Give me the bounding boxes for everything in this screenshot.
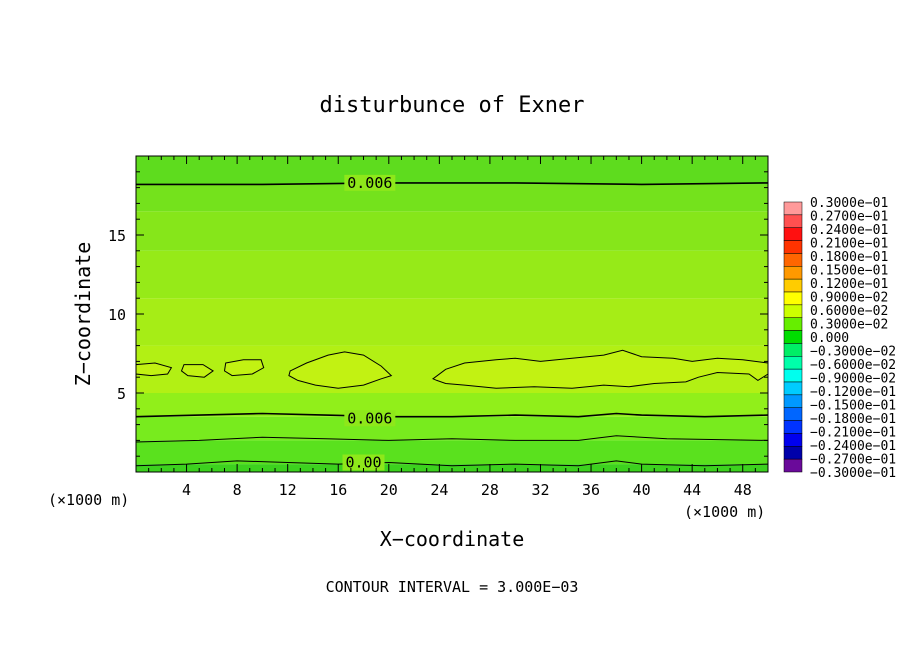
colorbar-swatch-19 xyxy=(783,446,803,460)
colorbar-swatch-2 xyxy=(783,227,803,241)
colorbar-label: −0.9000e−02 xyxy=(810,372,896,387)
core-fill-0 xyxy=(136,363,172,376)
colorbar-swatch-10 xyxy=(783,330,803,344)
core-fill-2 xyxy=(224,359,264,376)
x-tick-label: 32 xyxy=(531,481,549,499)
colorbar-swatch-9 xyxy=(783,317,803,331)
color-band-3 xyxy=(136,393,768,417)
contour-line-0 xyxy=(136,182,769,186)
colorbar-swatch-11 xyxy=(783,343,803,357)
x-tick-label: 44 xyxy=(683,481,701,499)
contour-lines xyxy=(135,182,769,467)
colorbar-swatch-8 xyxy=(783,304,803,318)
colorbar-label: 0.6000e−02 xyxy=(810,304,888,319)
x-tick-label: 12 xyxy=(279,481,297,499)
x-tick-label: 16 xyxy=(329,481,347,499)
colorbar-label: 0.2400e−01 xyxy=(810,223,888,238)
colorbar-swatch-6 xyxy=(783,278,803,293)
colorbar-swatch-17 xyxy=(783,420,803,434)
colorbar-label: 0.1800e−01 xyxy=(810,250,888,265)
colorbar-label: 0.3000e−02 xyxy=(810,318,888,333)
colorbar-label: −0.6000e−02 xyxy=(810,358,896,373)
colorbar-swatch-3 xyxy=(783,240,803,254)
colorbar-label: 0.9000e−02 xyxy=(810,291,888,306)
colorbar-label: 0.2700e−01 xyxy=(810,210,888,225)
colorbar-label: 0.2100e−01 xyxy=(810,237,888,252)
colorbar-label: −0.2100e−01 xyxy=(810,426,896,441)
core-fill-3 xyxy=(288,351,392,389)
closed-contour-1 xyxy=(180,364,214,378)
colorbar-label: −0.2400e−01 xyxy=(810,439,896,454)
color-band-9 xyxy=(136,156,768,185)
x-axis-label: X−coordinate xyxy=(380,527,525,551)
color-band-5 xyxy=(136,298,768,346)
closed-contour-2 xyxy=(223,359,265,377)
x-tick-label: 40 xyxy=(633,481,651,499)
colorbar-label: −0.3000e−02 xyxy=(810,345,896,360)
y-tick-label: 5 xyxy=(117,385,126,403)
x-tick-label: 48 xyxy=(734,481,752,499)
colorbar-label: 0.1200e−01 xyxy=(810,277,888,292)
y-tick-label: 15 xyxy=(108,227,126,245)
colorbar-label: 0.1500e−01 xyxy=(810,264,888,279)
x-tick-label: 8 xyxy=(233,481,242,499)
contour-line-1 xyxy=(135,412,769,418)
colorbar-label: 0.3000e−01 xyxy=(810,196,888,211)
colorbar-label: −0.2700e−01 xyxy=(810,453,896,468)
x-tick-label: 4 xyxy=(182,481,191,499)
colorbar: 0.3000e−010.2700e−010.2400e−010.2100e−01… xyxy=(783,196,896,481)
contour-label: 0.00 xyxy=(345,454,381,472)
color-band-1 xyxy=(136,440,768,465)
color-band-8 xyxy=(136,184,768,212)
colorbar-label: 0.000 xyxy=(810,331,849,346)
colorbar-label: −0.1800e−01 xyxy=(810,412,896,427)
colorbar-swatch-16 xyxy=(783,407,803,421)
core-fill-1 xyxy=(181,364,214,378)
y-unit-label: (×1000 m) xyxy=(48,491,129,509)
colorbar-label: −0.1200e−01 xyxy=(810,385,896,400)
closed-contour-3 xyxy=(288,351,393,389)
colorbar-swatch-1 xyxy=(783,214,803,228)
colorbar-swatch-14 xyxy=(783,381,803,396)
contour-label-bg-2 xyxy=(342,454,385,471)
contour-labels: 0.006 0.006 0.00 xyxy=(342,174,396,472)
contour-interval-text: CONTOUR INTERVAL = 3.000E−03 xyxy=(326,578,579,596)
contour-label: 0.006 xyxy=(347,174,392,192)
colorbar-label: −0.1500e−01 xyxy=(810,399,896,414)
core-fill-4 xyxy=(433,350,768,389)
x-tick-label: 36 xyxy=(582,481,600,499)
colorbar-swatch-15 xyxy=(783,394,803,408)
colorbar-label: −0.3000e−01 xyxy=(810,466,896,481)
x-tick-label: 20 xyxy=(380,481,398,499)
colorbar-swatch-0 xyxy=(783,201,803,216)
colorbar-swatch-20 xyxy=(783,458,803,473)
color-bands xyxy=(136,156,768,472)
y-tick-label: 10 xyxy=(108,306,126,324)
y-axis-label: Z−coordinate xyxy=(71,242,95,387)
color-band-6 xyxy=(136,250,768,299)
color-band-2 xyxy=(136,416,768,441)
contour-label-bg-0 xyxy=(344,174,396,191)
colorbar-swatch-18 xyxy=(783,433,803,447)
colorbar-swatch-7 xyxy=(783,291,803,306)
colorbar-swatch-12 xyxy=(783,356,803,370)
colorbar-swatch-13 xyxy=(783,368,803,383)
colorbar-swatch-5 xyxy=(783,266,803,280)
contour-label-bg-1 xyxy=(344,410,396,427)
chart-title: disturbunce of Exner xyxy=(320,93,585,118)
color-band-7 xyxy=(136,211,768,251)
colorbar-swatch-4 xyxy=(783,253,803,267)
x-tick-label: 24 xyxy=(430,481,448,499)
x-unit-label: (×1000 m) xyxy=(684,503,765,521)
contour-line-2 xyxy=(135,435,769,443)
x-tick-label: 28 xyxy=(481,481,499,499)
contour-label: 0.006 xyxy=(347,409,392,427)
